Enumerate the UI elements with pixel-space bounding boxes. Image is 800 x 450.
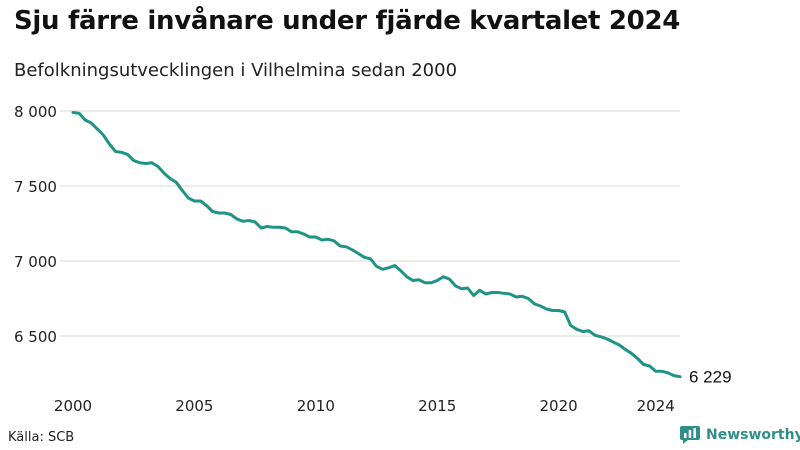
y-tick-label: 7 000: [14, 253, 57, 271]
population-line: [71, 111, 682, 379]
source-note: Källa: SCB: [8, 430, 75, 445]
chart-title: Sju färre invånare under fjärde kvartale…: [14, 6, 681, 36]
y-tick-label: 6 500: [14, 328, 57, 346]
x-tick-label: 2015: [418, 397, 456, 415]
x-tick-label: 2024: [637, 397, 675, 415]
brand-logo: Newsworthy: [680, 426, 800, 444]
newsworthy-icon: [680, 426, 700, 444]
chart-subtitle: Befolkningsutvecklingen i Vilhelmina sed…: [14, 60, 458, 81]
last-value-label: 6 229: [689, 368, 732, 387]
y-tick-label: 8 000: [14, 103, 57, 121]
brand-name: Newsworthy: [706, 427, 800, 443]
x-tick-label: 2005: [175, 397, 213, 415]
x-tick-label: 2010: [297, 397, 335, 415]
x-tick-label: 2020: [540, 397, 578, 415]
y-tick-label: 7 500: [14, 178, 57, 196]
line-chart: 8 000 7 500 7 000 6 500 2000 2005 2010 2015 2020…: [14, 103, 732, 415]
x-tick-label: 2000: [54, 397, 92, 415]
